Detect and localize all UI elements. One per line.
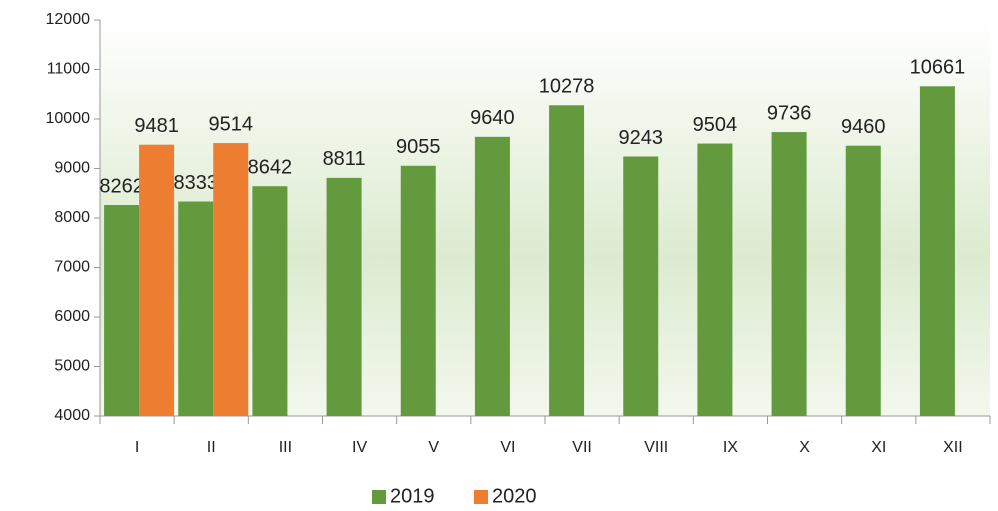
x-tick-label: VII <box>572 439 592 456</box>
bar <box>104 205 140 416</box>
x-tick-label: IX <box>723 439 738 456</box>
x-tick-label: IV <box>352 439 367 456</box>
data-label: 8642 <box>248 157 293 179</box>
y-tick-label: 10000 <box>46 110 91 127</box>
x-tick-label: II <box>207 439 216 456</box>
bar <box>474 136 510 416</box>
x-tick-label: VI <box>500 439 515 456</box>
data-label: 9504 <box>693 114 738 136</box>
x-tick-label: I <box>135 439 139 456</box>
data-label: 8262 <box>99 175 144 197</box>
x-tick-label: XII <box>943 439 963 456</box>
bar <box>326 177 362 416</box>
y-tick-label: 4000 <box>54 407 90 424</box>
x-tick-label: VIII <box>644 439 668 456</box>
data-label: 8333 <box>174 172 219 194</box>
data-label: 10278 <box>539 76 595 98</box>
data-label: 8811 <box>323 148 366 170</box>
x-tick-label: X <box>799 439 810 456</box>
y-tick-label: 11000 <box>47 61 90 78</box>
bar <box>549 105 585 416</box>
data-label: 10661 <box>910 57 966 79</box>
y-tick-label: 6000 <box>54 308 90 325</box>
plot-background <box>100 20 990 416</box>
legend-swatch <box>372 490 386 504</box>
bar <box>845 145 881 417</box>
legend-swatch <box>474 490 488 504</box>
data-label: 9055 <box>396 136 441 158</box>
data-label: 9243 <box>619 127 664 149</box>
data-label: 9481 <box>134 115 179 137</box>
bar <box>919 86 955 416</box>
bar <box>139 144 175 417</box>
y-tick-label: 9000 <box>54 160 90 177</box>
data-label: 9460 <box>841 116 886 138</box>
y-tick-label: 12000 <box>46 11 91 28</box>
y-tick-label: 5000 <box>54 358 90 375</box>
bar <box>252 186 288 416</box>
x-tick-label: III <box>279 439 292 456</box>
x-tick-label: XI <box>871 439 886 456</box>
bar <box>178 201 214 416</box>
y-tick-label: 8000 <box>54 209 90 226</box>
bar <box>697 143 733 416</box>
data-label: 9736 <box>767 102 812 124</box>
legend-label: 2019 <box>390 485 435 507</box>
y-tick-label: 7000 <box>54 259 90 276</box>
bar <box>400 165 436 416</box>
bar <box>623 156 659 416</box>
legend-label: 2020 <box>492 485 537 507</box>
x-tick-label: V <box>428 439 439 456</box>
data-label: 9514 <box>209 113 254 135</box>
bar <box>213 143 249 416</box>
data-label: 9640 <box>470 107 515 129</box>
bar <box>771 132 807 416</box>
